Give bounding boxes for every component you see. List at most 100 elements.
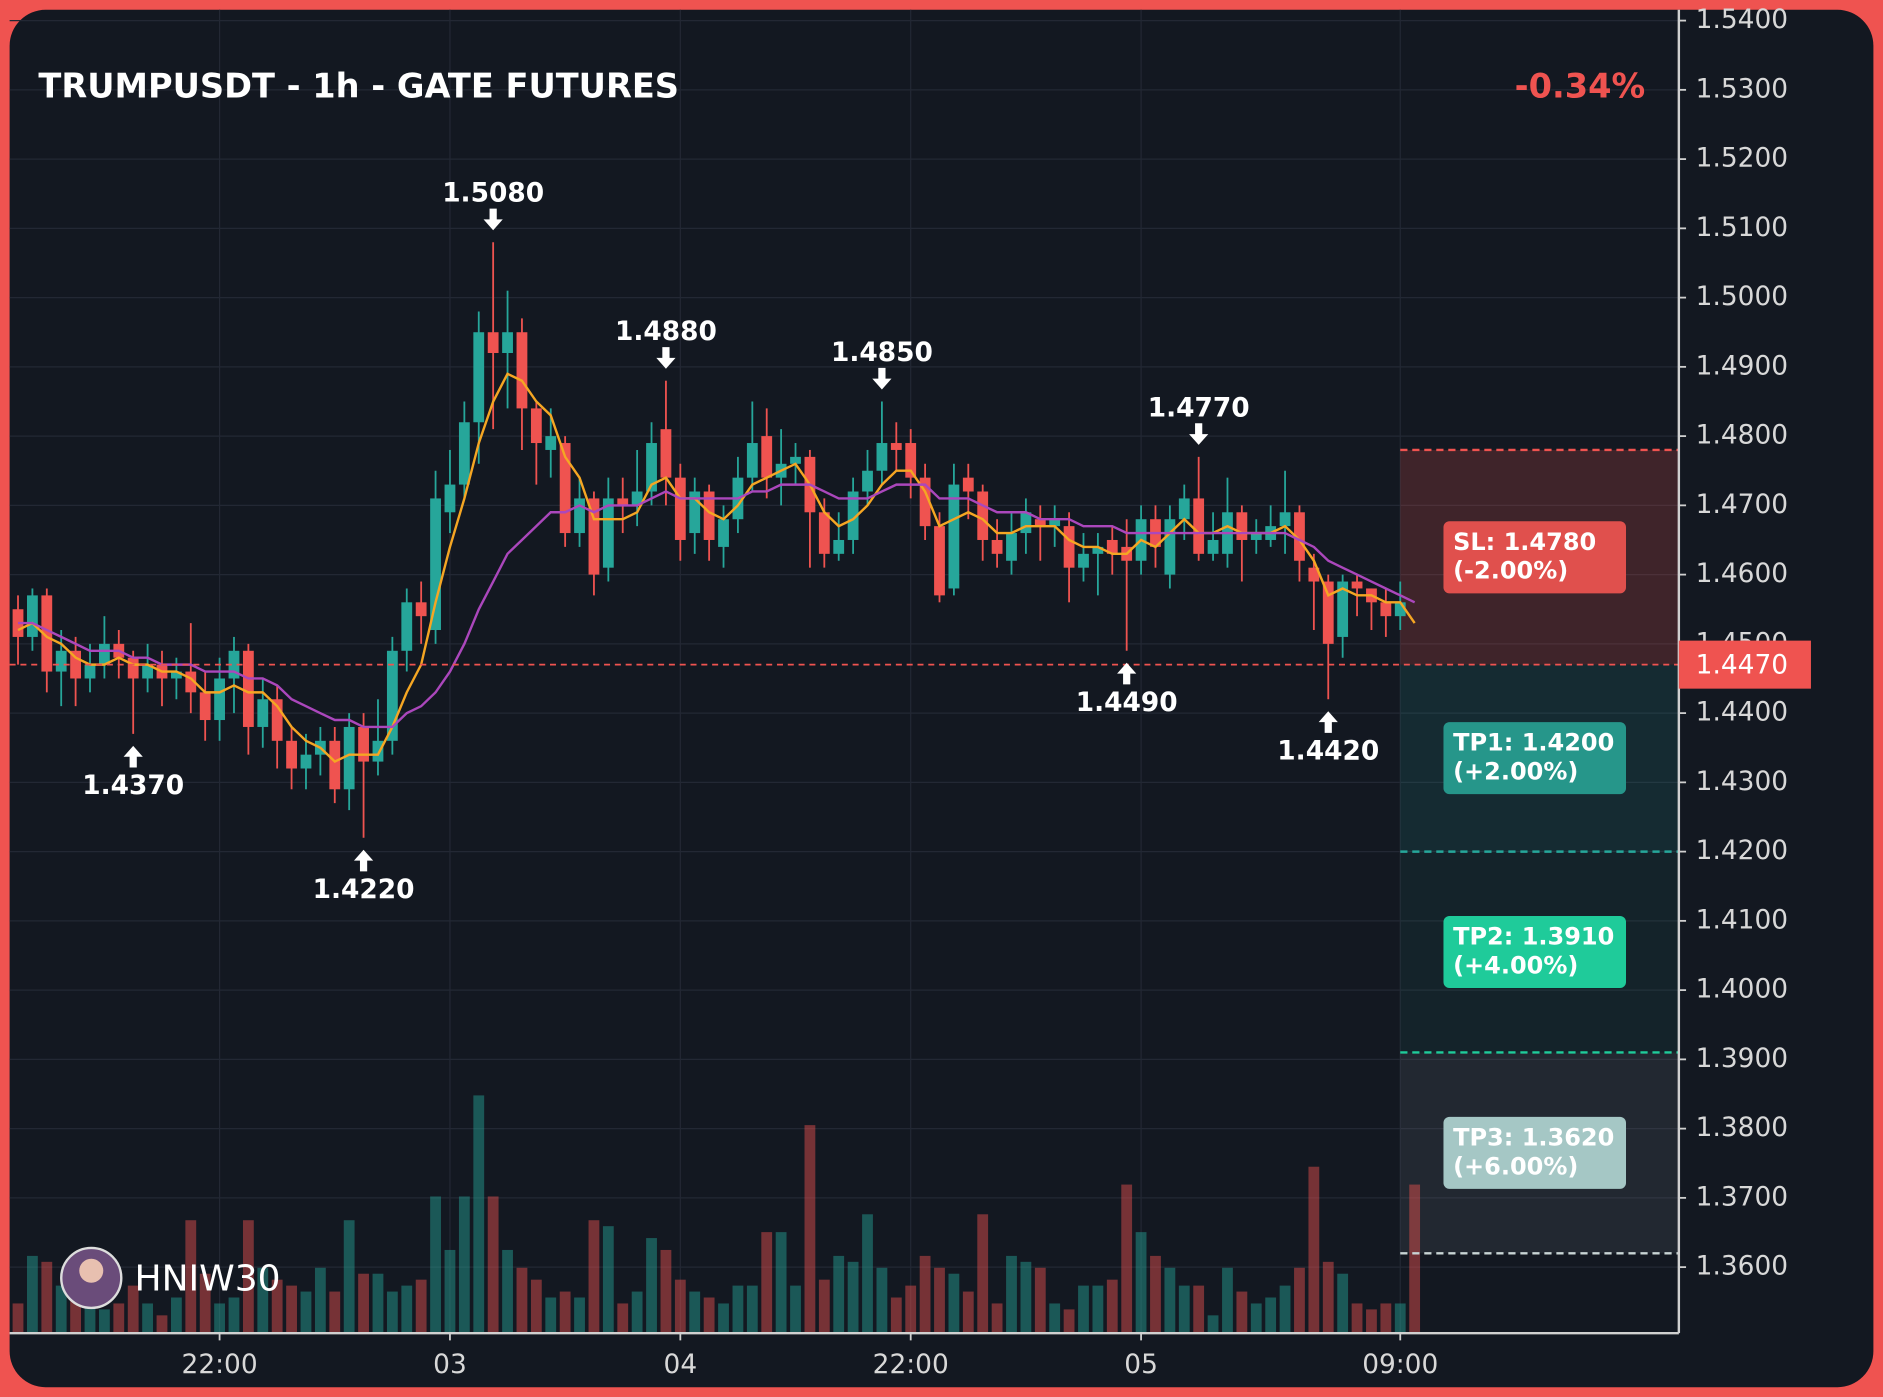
candle-body bbox=[458, 422, 470, 485]
volume-bar bbox=[732, 1285, 744, 1334]
candle-body bbox=[199, 692, 211, 721]
candle-body bbox=[962, 477, 974, 492]
level-box bbox=[1443, 521, 1627, 594]
candle-body bbox=[588, 498, 600, 575]
volume-bar bbox=[646, 1238, 657, 1334]
volume-bar bbox=[617, 1303, 629, 1334]
annotation-label: 1.4850 bbox=[831, 337, 933, 368]
candle-body bbox=[890, 443, 902, 450]
y-tick-label: 1.3700 bbox=[1696, 1181, 1788, 1212]
volume-bar bbox=[934, 1267, 945, 1334]
moving-average bbox=[18, 483, 1416, 729]
volume-bar bbox=[1092, 1285, 1104, 1334]
candle-body bbox=[674, 477, 686, 540]
volume-bar bbox=[444, 1249, 456, 1334]
candle-body bbox=[1207, 539, 1219, 554]
chart-title: TRUMPUSDT - 1h - GATE FUTURES bbox=[38, 66, 679, 105]
volume-bar bbox=[574, 1297, 585, 1334]
volume-bar bbox=[631, 1291, 643, 1334]
volume-bar bbox=[559, 1291, 571, 1334]
y-tick-label: 1.4800 bbox=[1696, 420, 1788, 451]
volume-bar bbox=[890, 1297, 902, 1334]
y-tick-label: 1.3600 bbox=[1696, 1251, 1788, 1282]
candle-body bbox=[1308, 567, 1320, 582]
annotation-arrow bbox=[872, 367, 892, 390]
candle-body bbox=[790, 456, 801, 464]
volume-bar bbox=[41, 1261, 53, 1334]
volume-bar bbox=[142, 1303, 153, 1334]
volume-bar bbox=[228, 1297, 240, 1334]
candle-body bbox=[286, 740, 297, 769]
candle-body bbox=[530, 408, 542, 444]
volume-bar bbox=[818, 1279, 830, 1334]
candle-body bbox=[343, 726, 355, 790]
candle-body bbox=[1078, 553, 1089, 568]
annotation-label: 1.4770 bbox=[1148, 392, 1250, 423]
volume-bar bbox=[847, 1261, 859, 1334]
volume-bar bbox=[1078, 1285, 1089, 1334]
candle-body bbox=[545, 436, 557, 450]
volume-bar bbox=[1351, 1303, 1363, 1334]
volume-bar bbox=[286, 1285, 297, 1334]
level-box bbox=[1443, 722, 1627, 795]
candle-body bbox=[41, 595, 53, 672]
candle-body bbox=[271, 699, 283, 741]
volume-bar bbox=[1020, 1261, 1032, 1334]
volume-bar bbox=[113, 1303, 125, 1334]
level-change: (-2.00%) bbox=[1453, 557, 1568, 585]
watermark: HNIW30 bbox=[135, 1258, 281, 1299]
x-tick-label: 05 bbox=[1124, 1349, 1158, 1380]
candle-body bbox=[1164, 519, 1176, 575]
candle-body bbox=[358, 726, 369, 762]
candle-body bbox=[761, 436, 773, 478]
volume-bar bbox=[1121, 1184, 1133, 1334]
volume-bar bbox=[1236, 1291, 1248, 1334]
candle-body bbox=[703, 491, 715, 540]
candle-body bbox=[415, 602, 427, 617]
candle-body bbox=[516, 332, 528, 409]
candle-body bbox=[1034, 519, 1046, 527]
volume-bar bbox=[1380, 1303, 1392, 1334]
candle-body bbox=[574, 498, 585, 534]
volume-bar bbox=[689, 1291, 701, 1334]
annotation-arrow bbox=[123, 745, 143, 768]
annotation-arrow bbox=[1117, 662, 1137, 685]
candle-body bbox=[242, 650, 254, 727]
moving-average bbox=[17, 372, 1416, 763]
candle-body bbox=[1250, 533, 1262, 540]
candle-body bbox=[1106, 539, 1118, 554]
volume-bar bbox=[905, 1285, 917, 1334]
candle-body bbox=[1236, 512, 1248, 540]
level-box bbox=[1443, 916, 1627, 989]
candle-body bbox=[847, 491, 859, 540]
candle-body bbox=[473, 332, 485, 423]
volume-bar bbox=[271, 1279, 283, 1334]
candle-body bbox=[862, 470, 873, 492]
volume-bar bbox=[473, 1095, 485, 1334]
avatar-face bbox=[79, 1258, 104, 1283]
volume-bar bbox=[1006, 1255, 1017, 1334]
y-tick-label: 1.3900 bbox=[1696, 1043, 1788, 1074]
candle-body bbox=[257, 699, 269, 727]
volume-bar bbox=[27, 1255, 38, 1334]
volume-bar bbox=[516, 1267, 528, 1334]
volume-bar bbox=[775, 1232, 787, 1334]
volume-bar bbox=[156, 1315, 168, 1334]
volume-bar bbox=[703, 1297, 715, 1334]
candle-body bbox=[1178, 498, 1190, 520]
candle-body bbox=[1006, 533, 1017, 561]
volume-bar bbox=[458, 1196, 470, 1334]
candle-body bbox=[660, 429, 672, 478]
candle-body bbox=[977, 491, 989, 540]
candle-body bbox=[386, 650, 398, 741]
volume-bar bbox=[343, 1220, 355, 1334]
level-change: (+4.00%) bbox=[1453, 951, 1578, 979]
volume-bar bbox=[761, 1232, 773, 1334]
candle-body bbox=[12, 609, 24, 637]
candle-body bbox=[444, 484, 456, 513]
volume-bar bbox=[588, 1220, 600, 1334]
candle-body bbox=[401, 602, 413, 651]
volume-bar bbox=[55, 1285, 67, 1334]
volume-bar bbox=[329, 1291, 341, 1334]
level-change: (+2.00%) bbox=[1453, 758, 1578, 786]
